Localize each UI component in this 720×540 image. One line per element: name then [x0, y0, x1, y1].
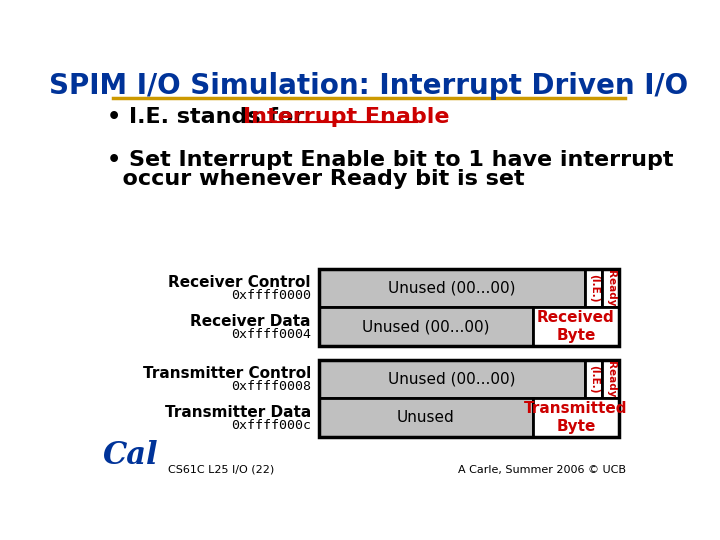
Text: Cal: Cal — [102, 440, 158, 471]
Text: Transmitted
Byte: Transmitted Byte — [524, 401, 628, 434]
Text: Interrupt Enable: Interrupt Enable — [243, 107, 449, 127]
Bar — [585, 360, 602, 398]
Text: Receiver Data: Receiver Data — [190, 314, 311, 329]
Text: Received
Byte: Received Byte — [537, 310, 615, 343]
Text: Unused: Unused — [397, 410, 454, 425]
Text: • Set Interrupt Enable bit to 1 have interrupt: • Set Interrupt Enable bit to 1 have int… — [107, 150, 673, 170]
Text: Ready: Ready — [606, 361, 616, 397]
Text: Transmitter Control: Transmitter Control — [143, 366, 311, 381]
Text: 0xffff0008: 0xffff0008 — [231, 380, 311, 393]
Text: • I.E. stands for: • I.E. stands for — [107, 107, 312, 127]
Text: (I.E.): (I.E.) — [589, 364, 599, 393]
Bar — [602, 269, 619, 307]
Bar — [319, 307, 533, 346]
Bar — [533, 398, 619, 437]
Text: 0xffff000c: 0xffff000c — [231, 418, 311, 431]
Text: Ready: Ready — [606, 270, 616, 306]
Text: Transmitter Data: Transmitter Data — [165, 404, 311, 420]
Text: (I.E.): (I.E.) — [589, 274, 599, 302]
Text: Receiver Control: Receiver Control — [168, 275, 311, 290]
Text: Unused (00...00): Unused (00...00) — [362, 319, 490, 334]
Text: 0xffff0004: 0xffff0004 — [231, 328, 311, 341]
Text: CS61C L25 I/O (22): CS61C L25 I/O (22) — [168, 465, 274, 475]
Text: SPIM I/O Simulation: Interrupt Driven I/O: SPIM I/O Simulation: Interrupt Driven I/… — [50, 72, 688, 100]
Text: occur whenever Ready bit is set: occur whenever Ready bit is set — [107, 168, 525, 189]
Text: A Carle, Summer 2006 © UCB: A Carle, Summer 2006 © UCB — [459, 465, 626, 475]
Bar — [319, 360, 585, 398]
Bar — [319, 269, 585, 307]
Text: 0xffff0000: 0xffff0000 — [231, 289, 311, 302]
Text: Unused (00...00): Unused (00...00) — [388, 372, 516, 387]
Text: Unused (00...00): Unused (00...00) — [388, 281, 516, 295]
Bar — [319, 398, 533, 437]
Bar — [319, 360, 619, 437]
Bar — [533, 307, 619, 346]
Bar — [602, 360, 619, 398]
Bar — [585, 269, 602, 307]
Bar — [319, 269, 619, 346]
